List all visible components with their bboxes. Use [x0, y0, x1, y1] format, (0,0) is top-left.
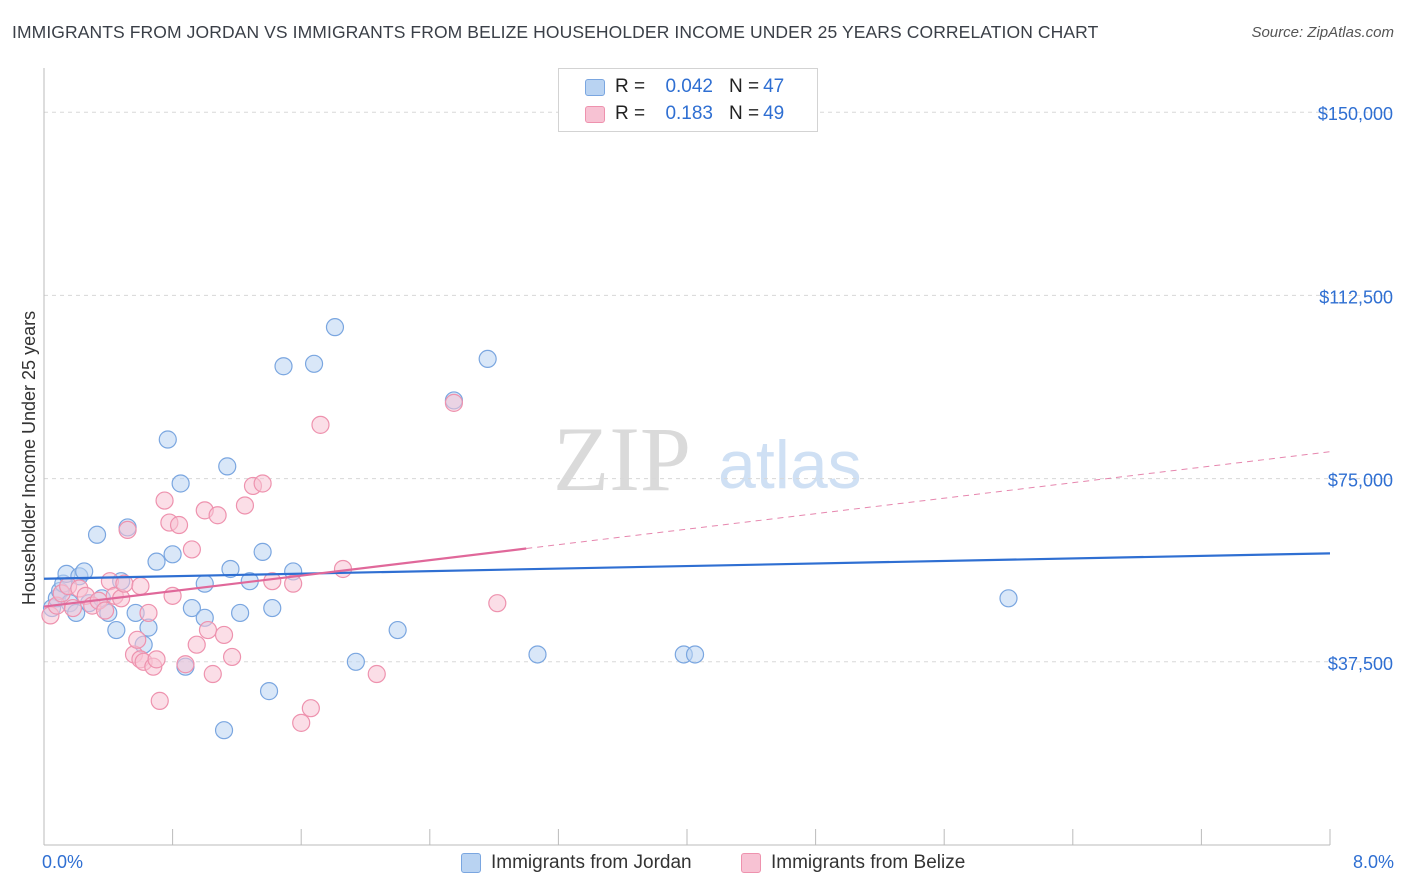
jordan-point: [274, 357, 293, 376]
legend-swatch-jordan: [585, 78, 605, 96]
watermark-zip: ZIP: [553, 408, 691, 510]
bottom-legend-swatch-jordan: [461, 853, 481, 873]
belize-point: [284, 574, 303, 593]
watermark: ZIP atlas: [553, 408, 862, 510]
jordan-point: [478, 349, 497, 369]
source-label: Source: ZipAtlas.com: [1251, 24, 1394, 41]
trend-line-jordan: [43, 552, 1331, 580]
jordan-point: [158, 430, 177, 449]
trend-line-belize-dashed: [526, 451, 1331, 550]
belize-point: [311, 415, 330, 434]
series-belize-points: [41, 393, 507, 732]
jordan-point: [325, 318, 345, 337]
legend-n-label: N =: [729, 76, 760, 97]
legend-r-label: R =: [615, 76, 646, 97]
jordan-point: [221, 559, 240, 579]
jordan-point: [346, 652, 365, 671]
belize-point: [118, 520, 137, 539]
legend-n-value-jordan: 47: [763, 76, 785, 97]
jordan-point: [685, 645, 705, 664]
jordan-point: [218, 457, 237, 476]
belize-point: [95, 601, 115, 620]
belize-point: [203, 664, 222, 684]
belize-point: [367, 664, 386, 684]
legend-n-value-belize: 49: [763, 103, 785, 124]
belize-point: [444, 393, 464, 412]
trend-lines: [43, 451, 1331, 608]
y-tick-label: $37,500: [1328, 654, 1393, 674]
x-axis-max-label: 8.0%: [1352, 852, 1394, 872]
legend-n-label: N =: [729, 103, 760, 124]
belize-point: [208, 506, 227, 525]
belize-point: [187, 635, 206, 654]
y-tick-label: $112,500: [1319, 287, 1393, 307]
jordan-point: [259, 682, 279, 701]
jordan-point: [214, 721, 234, 740]
axes: [43, 68, 1331, 846]
belize-point: [214, 625, 234, 645]
legend-row-belize: R = 0.183 N = 49: [585, 102, 784, 126]
jordan-point: [87, 525, 107, 544]
jordan-point: [147, 552, 166, 571]
bottom-legend-jordan: Immigrants from Jordan: [461, 852, 692, 874]
trend-line-belize: [43, 547, 527, 608]
legend-row-jordan: R = 0.042 N = 47: [585, 75, 784, 99]
x-axis-min-label: 0.0%: [42, 852, 84, 872]
jordan-point: [195, 574, 214, 593]
y-axis-label: Householder Income Under 25 years: [19, 311, 39, 605]
watermark-atlas: atlas: [718, 427, 862, 503]
belize-point: [155, 491, 174, 510]
bottom-legend-belize: Immigrants from Belize: [741, 852, 965, 874]
belize-point: [147, 650, 166, 669]
belize-point: [139, 603, 158, 623]
jordan-point: [163, 545, 182, 564]
belize-point: [253, 474, 272, 493]
correlation-legend: R = 0.042 N = 47 R = 0.183 N = 49: [558, 68, 818, 132]
belize-point: [222, 647, 242, 667]
belize-point: [301, 699, 320, 718]
jordan-point: [304, 354, 324, 373]
bottom-legend-label-belize: Immigrants from Belize: [771, 852, 966, 873]
legend-r-value-jordan: 0.042: [665, 76, 713, 97]
belize-point: [235, 496, 255, 515]
jordan-point: [999, 589, 1018, 608]
belize-point: [176, 655, 195, 674]
legend-swatch-belize: [585, 105, 605, 123]
jordan-point: [171, 474, 190, 493]
jordan-point: [231, 603, 250, 623]
belize-point: [150, 691, 169, 710]
belize-point: [169, 515, 189, 535]
jordan-point: [75, 562, 94, 581]
jordan-point: [107, 620, 126, 640]
jordan-point: [263, 598, 282, 618]
legend-r-value-belize: 0.183: [665, 103, 713, 124]
jordan-point: [182, 598, 201, 618]
bottom-legend-label-jordan: Immigrants from Jordan: [491, 852, 692, 873]
jordan-point: [388, 620, 407, 640]
jordan-point: [528, 645, 547, 664]
belize-point: [131, 576, 150, 596]
legend-r-label: R =: [615, 103, 646, 124]
belize-point: [128, 630, 147, 649]
bottom-legend-swatch-belize: [741, 853, 761, 873]
y-tick-labels: $37,500 $75,000 $112,500 $150,000: [1318, 104, 1393, 674]
belize-point: [182, 540, 201, 559]
y-tick-label: $150,000: [1318, 104, 1393, 124]
chart-title: IMMIGRANTS FROM JORDAN VS IMMIGRANTS FRO…: [12, 22, 1099, 42]
y-tick-label: $75,000: [1328, 471, 1393, 491]
belize-point: [198, 620, 218, 640]
belize-point: [292, 713, 311, 732]
jordan-point: [253, 542, 272, 561]
belize-point: [488, 594, 507, 613]
series-jordan-points: [42, 318, 1018, 740]
